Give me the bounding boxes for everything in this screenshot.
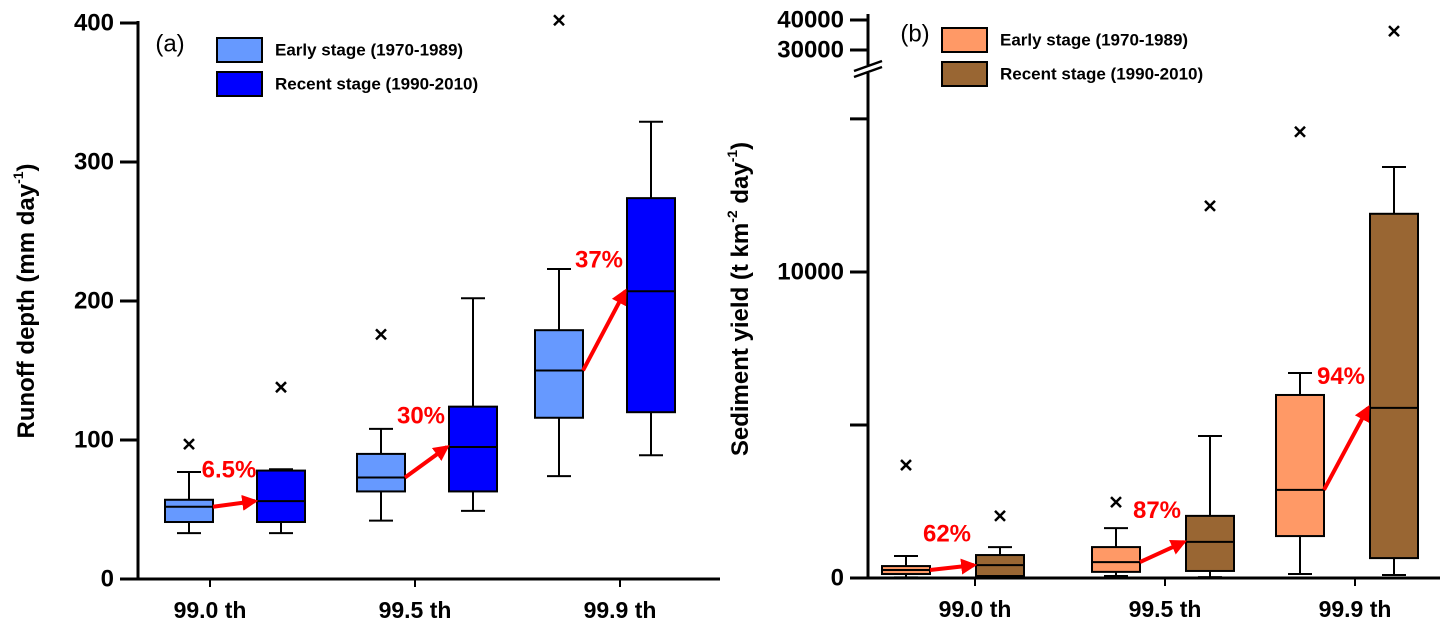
- outlier: [553, 14, 565, 27]
- change-arrow: [581, 288, 627, 372]
- box: [1091, 546, 1141, 573]
- legend-swatch: [941, 27, 988, 53]
- y-axis-label-part: Sediment yield (t km: [727, 223, 754, 456]
- outlier: [1388, 25, 1400, 37]
- y-tick-label: 300: [74, 148, 114, 175]
- x-tick-label: 99.9 th: [1319, 596, 1392, 622]
- change-label: 94%: [1317, 363, 1365, 390]
- panel-label: (a): [155, 30, 184, 57]
- outlier: [183, 438, 195, 451]
- box: [256, 469, 306, 524]
- change-arrow: [212, 494, 259, 511]
- box: [1185, 514, 1235, 572]
- y-tick-label: 40000: [777, 6, 844, 33]
- legend-swatch: [216, 37, 263, 63]
- axis-break-mark: [853, 59, 883, 73]
- axis-break-gap: [862, 65, 874, 73]
- box: [626, 197, 676, 414]
- y-tick-label: 200: [74, 287, 114, 314]
- box: [356, 452, 406, 493]
- y-axis-label-part: ): [727, 142, 754, 150]
- change-label: 6.5%: [202, 457, 257, 484]
- y-tick-label: 0: [101, 565, 114, 592]
- y-axis-label: Sediment yield (t km-2 day-1): [724, 142, 755, 456]
- y-tick-label: 30000: [777, 36, 844, 63]
- legend-label: Recent stage (1990-2010): [275, 74, 478, 93]
- y-tick-label: 100: [74, 426, 114, 453]
- y-axis-label-part: ): [13, 163, 40, 171]
- change-arrow: [1139, 539, 1187, 564]
- x-tick-label: 99.0 th: [174, 597, 247, 623]
- box: [1369, 212, 1419, 560]
- change-label: 30%: [397, 402, 445, 429]
- box: [164, 498, 214, 524]
- legend-swatch: [216, 71, 263, 97]
- axis-break-mark: [853, 65, 883, 79]
- change-label: 37%: [575, 247, 623, 274]
- y-axis-label-superscript: -1: [724, 150, 740, 163]
- x-tick-label: 99.0 th: [939, 596, 1012, 622]
- outlier: [900, 459, 912, 471]
- box: [534, 329, 584, 419]
- outlier: [1110, 496, 1122, 508]
- y-axis-label-superscript: -2: [724, 210, 740, 223]
- change-arrow: [403, 445, 450, 480]
- y-axis-label: Runoff depth (mm day-1): [10, 163, 41, 438]
- outlier: [1294, 125, 1306, 138]
- legend-label: Recent stage (1990-2010): [1000, 64, 1203, 83]
- y-axis-label-part: Runoff depth (mm day: [13, 183, 40, 438]
- y-axis-label-part: day: [727, 162, 754, 211]
- outlier: [275, 381, 287, 394]
- y-tick-label: 400: [74, 9, 114, 36]
- box: [1275, 393, 1325, 538]
- legend-label: Early stage (1970-1989): [1000, 30, 1188, 49]
- change-arrow: [929, 558, 978, 575]
- y-axis-label-superscript: -1: [10, 171, 26, 184]
- y-tick-label: 10000: [777, 258, 844, 285]
- change-arrow: [1322, 405, 1370, 491]
- change-label: 62%: [923, 520, 971, 547]
- x-tick-label: 99.5 th: [1129, 596, 1202, 622]
- legend-label: Early stage (1970-1989): [275, 40, 463, 59]
- legend-swatch: [941, 61, 988, 87]
- x-tick-label: 99.9 th: [584, 597, 657, 623]
- outlier: [375, 328, 387, 341]
- panel-label: (b): [900, 20, 929, 47]
- outlier: [994, 509, 1006, 522]
- outlier: [1204, 199, 1216, 212]
- y-tick-label: 0: [831, 564, 844, 591]
- x-tick-label: 99.5 th: [379, 597, 452, 623]
- change-label: 87%: [1133, 497, 1181, 524]
- box: [448, 405, 498, 493]
